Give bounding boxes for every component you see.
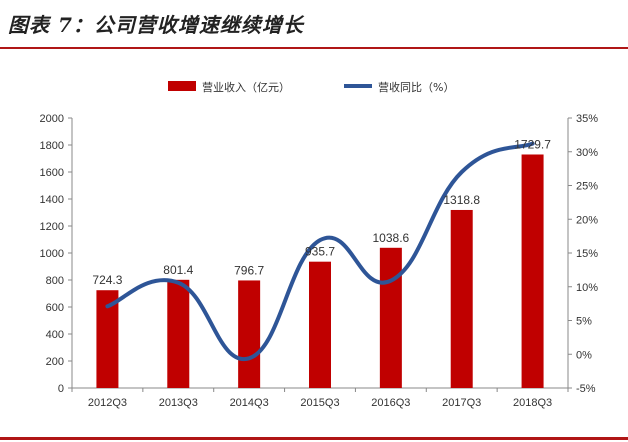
right-tick-label: -5% bbox=[576, 383, 596, 395]
yoy-growth-point bbox=[390, 280, 392, 282]
left-tick-label: 1400 bbox=[40, 194, 64, 206]
left-tick-label: 400 bbox=[46, 329, 64, 341]
left-tick-label: 1200 bbox=[40, 221, 64, 233]
yoy-growth-point bbox=[319, 239, 321, 241]
yoy-growth-point bbox=[248, 357, 250, 359]
revenue-data-label: 801.4 bbox=[163, 263, 193, 277]
x-tick-label: 2018Q3 bbox=[513, 397, 552, 409]
right-tick-label: 15% bbox=[576, 248, 598, 260]
revenue-bar bbox=[238, 280, 261, 388]
revenue-data-label: 796.7 bbox=[234, 263, 264, 277]
right-tick-label: 10% bbox=[576, 282, 598, 294]
x-tick-label: 2015Q3 bbox=[300, 397, 339, 409]
revenue-data-label: 1318.8 bbox=[443, 193, 480, 207]
left-tick-label: 1600 bbox=[40, 167, 64, 179]
x-tick-label: 2013Q3 bbox=[159, 397, 198, 409]
yoy-growth-point bbox=[106, 305, 108, 307]
legend-bar-label: 营业收入（亿元） bbox=[202, 80, 290, 94]
revenue-data-label: 724.3 bbox=[92, 273, 122, 287]
right-tick-label: 30% bbox=[576, 147, 598, 159]
left-tick-label: 0 bbox=[58, 383, 64, 395]
left-tick-label: 800 bbox=[46, 275, 64, 287]
x-tick-label: 2016Q3 bbox=[371, 397, 410, 409]
revenue-bar bbox=[167, 279, 190, 388]
right-tick-label: 20% bbox=[576, 214, 598, 226]
revenue-bar bbox=[521, 154, 544, 388]
revenue-data-label: 935.7 bbox=[305, 245, 335, 259]
yoy-growth-point bbox=[532, 143, 534, 145]
revenue-data-label: 1038.6 bbox=[373, 231, 410, 245]
left-tick-label: 200 bbox=[46, 356, 64, 368]
revenue-bar bbox=[96, 290, 119, 388]
left-tick-label: 1800 bbox=[40, 140, 64, 152]
x-tick-label: 2014Q3 bbox=[230, 397, 269, 409]
revenue-bar bbox=[379, 247, 402, 388]
left-tick-label: 600 bbox=[46, 302, 64, 314]
right-tick-label: 25% bbox=[576, 181, 598, 193]
bottom-rule bbox=[0, 437, 628, 440]
left-tick-label: 2000 bbox=[40, 113, 64, 125]
page-title: 图表 7：公司营收增速继续增长 bbox=[8, 13, 304, 37]
yoy-growth-point bbox=[461, 171, 463, 173]
left-tick-label: 1000 bbox=[40, 248, 64, 260]
revenue-data-label: 1729.7 bbox=[514, 137, 551, 151]
x-tick-label: 2012Q3 bbox=[88, 397, 127, 409]
right-tick-label: 35% bbox=[576, 113, 598, 125]
legend-line-label: 营收同比（%） bbox=[378, 80, 454, 94]
x-tick-label: 2017Q3 bbox=[442, 397, 481, 409]
title-rule bbox=[0, 47, 628, 49]
right-tick-label: 5% bbox=[576, 316, 592, 328]
right-tick-label: 0% bbox=[576, 349, 592, 361]
revenue-bar bbox=[309, 261, 331, 388]
revenue-bar bbox=[450, 209, 473, 388]
yoy-growth-point bbox=[177, 282, 179, 284]
legend-bar-swatch bbox=[168, 81, 196, 91]
